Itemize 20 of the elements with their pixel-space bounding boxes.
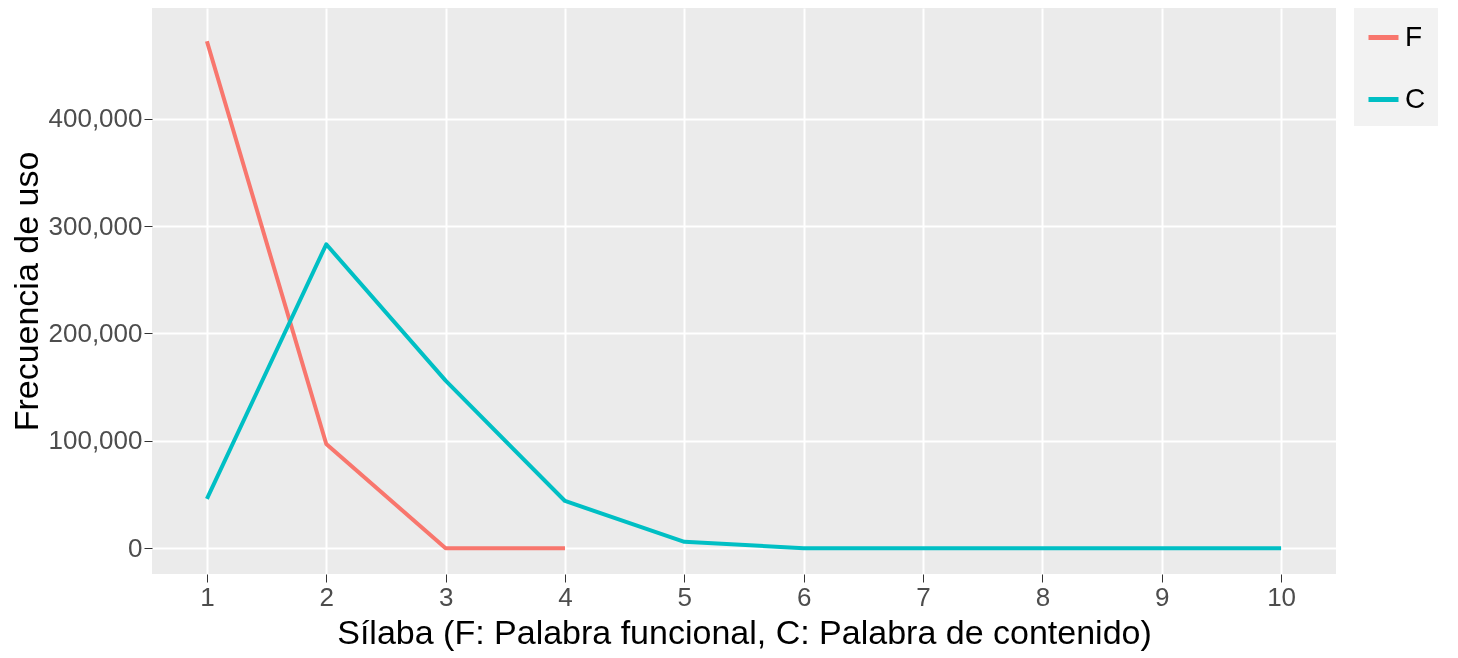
x-tick-label: 1 xyxy=(200,581,215,612)
legend-label: C xyxy=(1405,82,1426,114)
x-tick-label: 2 xyxy=(319,581,334,612)
y-tick-label: 300,000 xyxy=(48,210,143,241)
y-axis-title: Frecuencia de uso xyxy=(6,151,45,432)
x-tick-label: 3 xyxy=(438,581,454,612)
x-tick-label: 5 xyxy=(677,581,693,612)
x-tick-label: 8 xyxy=(1035,581,1051,612)
x-tick-label: 6 xyxy=(796,581,812,612)
y-tick-label: 100,000 xyxy=(48,425,143,456)
y-tick-label: 400,000 xyxy=(48,103,143,134)
x-axis-title: Sílaba (F: Palabra funcional, C: Palabra de contenido) xyxy=(337,612,1152,651)
line-series xyxy=(204,242,1284,551)
x-tick-label: 7 xyxy=(916,581,931,612)
y-tick-label: 0 xyxy=(128,532,143,563)
x-tick-label: 4 xyxy=(558,581,573,612)
y-tick-label: 200,000 xyxy=(48,317,143,348)
x-tick-label: 10 xyxy=(1267,581,1297,612)
legend-label: F xyxy=(1405,20,1423,52)
x-tick-label: 9 xyxy=(1155,581,1170,612)
